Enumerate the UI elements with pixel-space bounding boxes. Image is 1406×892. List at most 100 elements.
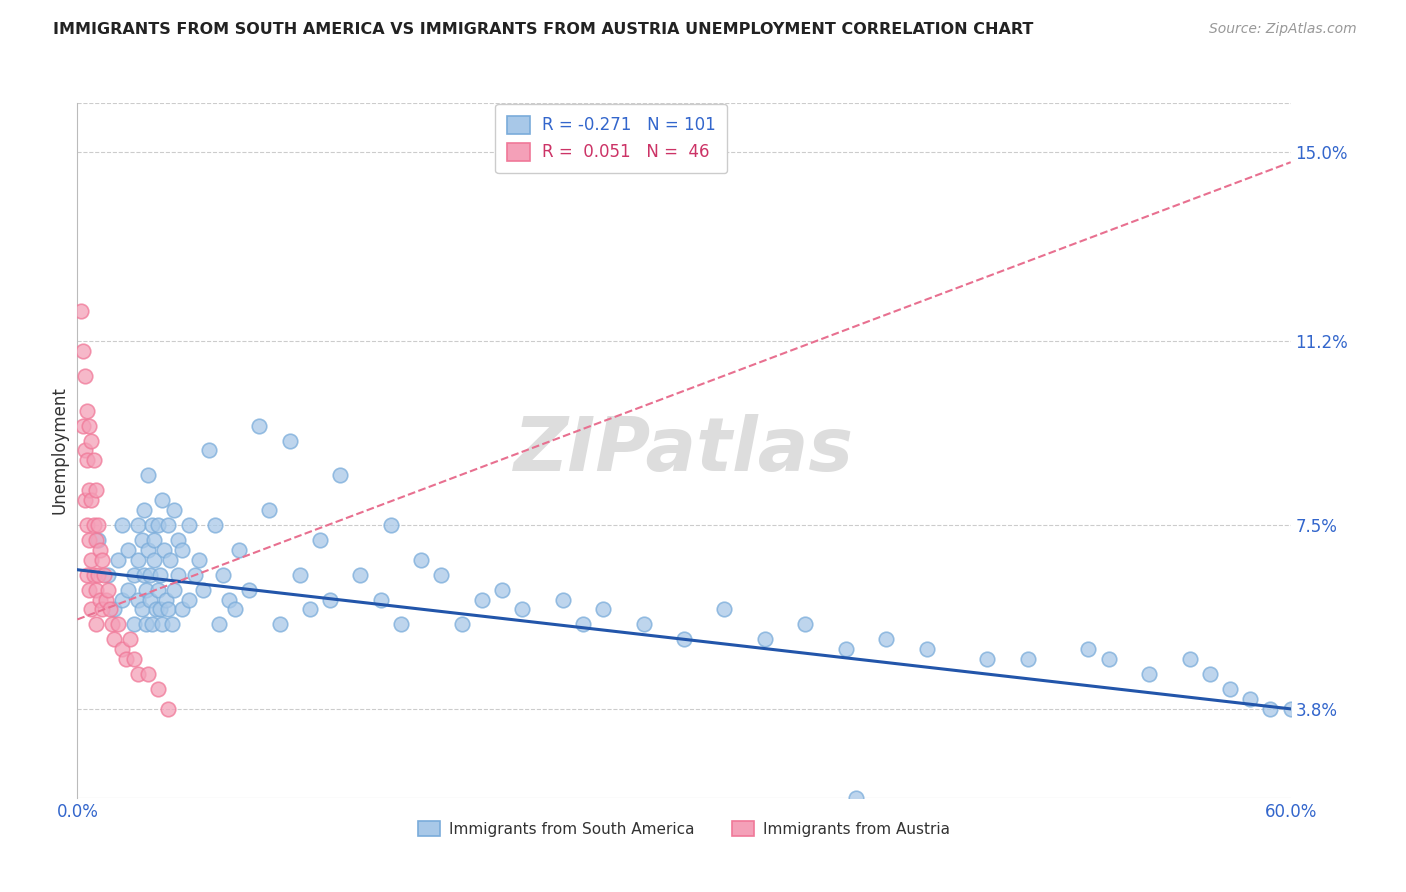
Point (86, 518, 108, 533)
Point (349, 567, 371, 582)
Point (86, 567, 108, 582)
Point (139, 592, 162, 607)
Point (309, 533, 332, 547)
Point (122, 652, 145, 666)
Point (127, 553, 149, 567)
Point (288, 567, 311, 582)
Point (319, 592, 342, 607)
Point (713, 602, 735, 616)
Point (139, 567, 162, 582)
Point (172, 542, 194, 557)
Point (107, 553, 129, 567)
Point (167, 567, 190, 582)
Point (1098, 652, 1121, 666)
Text: ZIPatlas: ZIPatlas (515, 414, 853, 487)
Point (159, 553, 181, 567)
Point (224, 602, 246, 616)
Point (370, 592, 392, 607)
Point (111, 518, 134, 533)
Point (208, 617, 231, 632)
Point (183, 567, 205, 582)
Point (79, 533, 101, 547)
Point (83, 453, 105, 467)
Point (93, 567, 115, 582)
Point (673, 632, 696, 647)
Point (98, 602, 121, 616)
Point (187, 553, 209, 567)
Point (89, 592, 111, 607)
Point (132, 567, 155, 582)
Point (915, 642, 938, 657)
Point (79, 483, 101, 498)
Point (157, 702, 180, 716)
Legend: Immigrants from South America, Immigrants from Austria: Immigrants from South America, Immigrant… (412, 814, 956, 843)
Point (875, 632, 897, 647)
Point (155, 592, 177, 607)
Point (117, 582, 139, 597)
Point (197, 443, 219, 458)
Point (148, 681, 170, 696)
Point (83, 567, 105, 582)
Point (430, 567, 453, 582)
Point (70, 304, 93, 318)
Text: IMMIGRANTS FROM SOUTH AMERICA VS IMMIGRANTS FROM AUSTRIA UNEMPLOYMENT CORRELATIO: IMMIGRANTS FROM SOUTH AMERICA VS IMMIGRA… (53, 22, 1033, 37)
Point (143, 533, 166, 547)
Point (329, 468, 352, 483)
Point (76, 567, 98, 582)
Point (411, 553, 433, 567)
Point (218, 592, 240, 607)
Point (79, 418, 101, 433)
Point (97, 582, 120, 597)
Point (1178, 652, 1201, 666)
Point (148, 582, 170, 597)
Point (794, 617, 817, 632)
Point (1077, 642, 1099, 657)
Point (157, 518, 180, 533)
Point (135, 582, 157, 597)
Point (75, 493, 97, 508)
Point (107, 617, 129, 632)
Point (103, 632, 125, 647)
Text: Source: ZipAtlas.com: Source: ZipAtlas.com (1209, 22, 1357, 37)
Point (228, 542, 250, 557)
Point (177, 592, 200, 607)
Point (100, 617, 122, 632)
Point (238, 582, 260, 597)
Point (127, 518, 149, 533)
Point (380, 518, 402, 533)
Point (111, 642, 134, 657)
Point (976, 652, 998, 666)
Point (76, 518, 98, 533)
Point (754, 632, 776, 647)
Point (86, 533, 108, 547)
Point (204, 518, 226, 533)
Point (157, 602, 180, 616)
Point (145, 602, 167, 616)
Point (633, 617, 655, 632)
Point (149, 567, 172, 582)
Point (76, 403, 98, 417)
Point (835, 642, 858, 657)
Point (136, 542, 159, 557)
Point (153, 542, 176, 557)
Point (75, 443, 97, 458)
Point (89, 542, 111, 557)
Point (115, 652, 138, 666)
Point (94, 592, 117, 607)
Point (551, 592, 574, 607)
Point (84, 533, 107, 547)
Point (79, 582, 101, 597)
Point (491, 582, 513, 597)
Point (1137, 667, 1160, 681)
Point (162, 617, 184, 632)
Point (97, 567, 120, 582)
Point (83, 518, 105, 533)
Point (122, 617, 145, 632)
Point (191, 582, 214, 597)
Point (247, 418, 270, 433)
Point (1198, 667, 1220, 681)
Point (163, 503, 186, 517)
Point (84, 483, 107, 498)
Point (572, 617, 595, 632)
Point (80, 493, 103, 508)
